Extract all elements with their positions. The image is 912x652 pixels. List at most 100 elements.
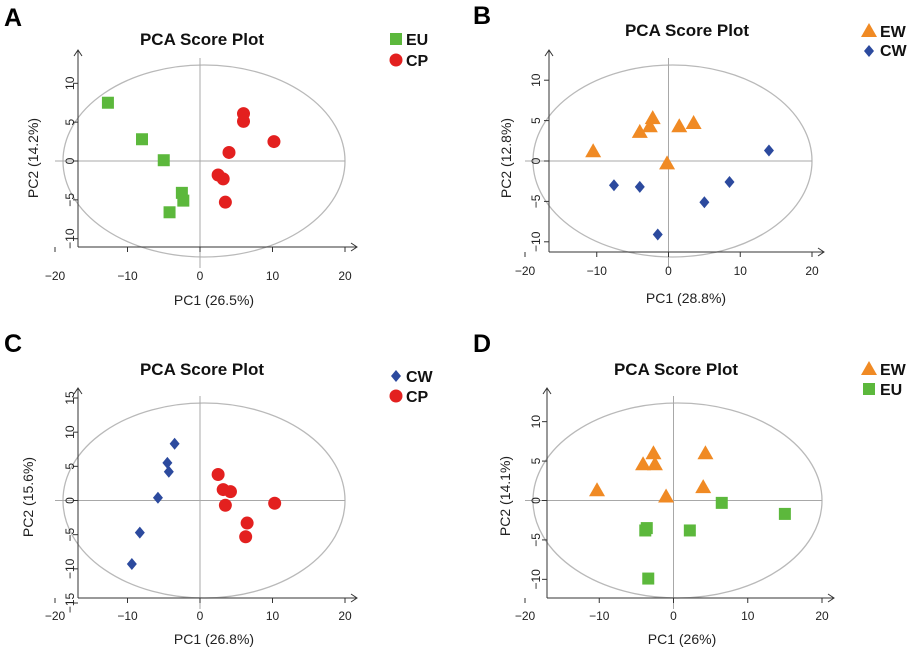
panel-c-x-tick-label: −10	[117, 609, 138, 623]
data-point-cw	[163, 465, 174, 478]
panel-c-x-tick-label: 10	[266, 609, 280, 623]
panel-c-x-tick-label: −20	[45, 609, 66, 623]
panel-d-x-tick-label: 20	[815, 609, 829, 623]
data-point-ew	[631, 123, 648, 138]
panel-a-y-tick-label: 5	[63, 118, 77, 125]
panel-a-series-eu	[101, 96, 190, 219]
data-point-ew	[635, 456, 652, 471]
panel-d-title: PCA Score Plot	[614, 360, 738, 379]
data-point-ew	[671, 118, 688, 133]
panel-c-legend: CW CP	[389, 369, 434, 406]
legend-marker-eu	[863, 383, 875, 395]
panel-b-ylabel: PC2 (12.8%)	[498, 118, 514, 198]
panel-b-x-tick-label: −20	[515, 264, 536, 278]
panel-c-x-axis-arrow	[350, 593, 358, 603]
panel-d-y-axis-arrow	[542, 387, 552, 395]
data-point-cp	[218, 195, 232, 209]
panel-b-x-axis-arrow	[817, 247, 825, 257]
legend-label-c-cw: CW	[406, 369, 434, 386]
panel-d-legend: EW EU	[861, 361, 907, 399]
panel-a-y-tick-label: −10	[63, 228, 77, 249]
data-point-eu	[778, 507, 791, 520]
panel-d-y-tick-label: 0	[529, 497, 543, 504]
panel-d-y-tick-label: −10	[529, 569, 543, 590]
data-point-ew	[658, 488, 675, 503]
panel-c-y-tick-label: 15	[63, 391, 77, 405]
data-point-cp	[268, 496, 282, 510]
legend-label-d-ew: EW	[880, 362, 907, 379]
data-point-eu	[136, 133, 148, 146]
data-point-ew	[646, 456, 663, 471]
panel-b-y-tick-label: 5	[529, 117, 543, 124]
panel-a-legend: EU CP	[389, 32, 429, 70]
panel-letter-d: D	[473, 330, 491, 358]
data-point-eu	[683, 524, 696, 537]
data-point-cp	[222, 145, 236, 159]
data-point-eu	[177, 194, 190, 207]
legend-marker-a-cp	[389, 53, 403, 67]
panel-a-y-tick-label: 10	[63, 76, 77, 90]
panel-a-x-tick-label: −10	[117, 269, 138, 283]
panel-d-xlabel: PC1 (26%)	[648, 631, 716, 647]
panel-d-y-tick-label: 10	[529, 415, 543, 429]
panel-a-y-tick-label: −5	[63, 193, 77, 207]
panel-b-legend: EW CW	[861, 23, 908, 60]
panel-c-plot: −20 −10 0 10 20 −15 −10 −5 0 5 10 15	[45, 387, 358, 623]
panel-a-x-tick-label: 10	[266, 269, 280, 283]
panel-a-y-axis-arrow	[73, 49, 83, 57]
data-point-cw	[162, 456, 173, 469]
panel-d-x-axis-arrow	[827, 593, 835, 603]
data-point-cw	[152, 491, 163, 504]
panel-b-xlabel: PC1 (28.8%)	[646, 290, 726, 306]
data-point-cw	[652, 228, 663, 241]
legend-label-a-cp: CP	[406, 53, 429, 70]
data-point-eu	[157, 154, 170, 167]
panel-a-y-tick-label: 0	[63, 157, 77, 164]
data-point-cw	[763, 144, 774, 157]
panel-c-y-tick-label: −15	[63, 592, 77, 613]
panel-c-series-cp	[211, 468, 282, 544]
panel-a-x-tick-label: 20	[338, 269, 352, 283]
panel-b-x-tick-label: −10	[587, 264, 608, 278]
panel-b-series-ew	[585, 110, 702, 170]
panel-b-y-axis-arrow	[544, 49, 554, 57]
panel-b-x-tick-label: 0	[665, 264, 672, 278]
legend-marker-b-cw	[864, 45, 874, 57]
panel-d-x-tick-label: 0	[670, 609, 677, 623]
data-point-cp	[267, 135, 281, 149]
panel-b-y-tick-label: −10	[529, 231, 543, 252]
data-point-cp	[237, 114, 250, 128]
legend-marker-cw	[391, 370, 401, 382]
panel-b-plot: −20 −10 0 10 20 −10 −5 0 5 10	[515, 49, 825, 278]
data-point-ew	[641, 118, 658, 133]
data-point-cw	[126, 558, 137, 571]
panel-d-x-tick-label: −10	[589, 609, 610, 623]
panel-a-ylabel: PC2 (14.2%)	[25, 118, 41, 198]
data-point-cp	[240, 516, 254, 530]
panel-c-y-tick-label: 5	[63, 463, 77, 470]
panel-b-x-tick-label: 20	[805, 264, 819, 278]
data-point-ew	[697, 445, 714, 460]
legend-label-c-cp: CP	[406, 389, 429, 406]
data-point-ew	[644, 110, 661, 125]
panel-c-y-axis-arrow	[73, 387, 83, 395]
panel-c-title: PCA Score Plot	[140, 360, 264, 379]
data-point-eu	[101, 96, 114, 109]
legend-label-b-cw: CW	[880, 43, 908, 60]
data-point-eu	[642, 572, 655, 585]
panel-c-x-tick-label: 0	[197, 609, 204, 623]
panel-a: A PCA Score Plot PC1 (26.5%) PC2 (14.2%)…	[4, 4, 429, 308]
panel-b-y-tick-label: 10	[529, 73, 543, 87]
panel-a-series-cp	[211, 107, 281, 209]
panel-a-x-tick-label: −20	[45, 269, 66, 283]
panel-a-plot: −20 −10 0 10 20 −10 −5 0 5 10	[45, 49, 358, 283]
legend-label-a-eu: EU	[406, 32, 428, 49]
panel-b-title: PCA Score Plot	[625, 21, 749, 40]
legend-marker-ew	[861, 23, 877, 37]
legend-marker-cw	[864, 45, 874, 57]
data-point-cw	[169, 437, 180, 450]
legend-marker-c-cw	[391, 370, 401, 382]
panel-a-title: PCA Score Plot	[140, 30, 264, 49]
panel-c-y-tick-label: −10	[63, 558, 77, 579]
